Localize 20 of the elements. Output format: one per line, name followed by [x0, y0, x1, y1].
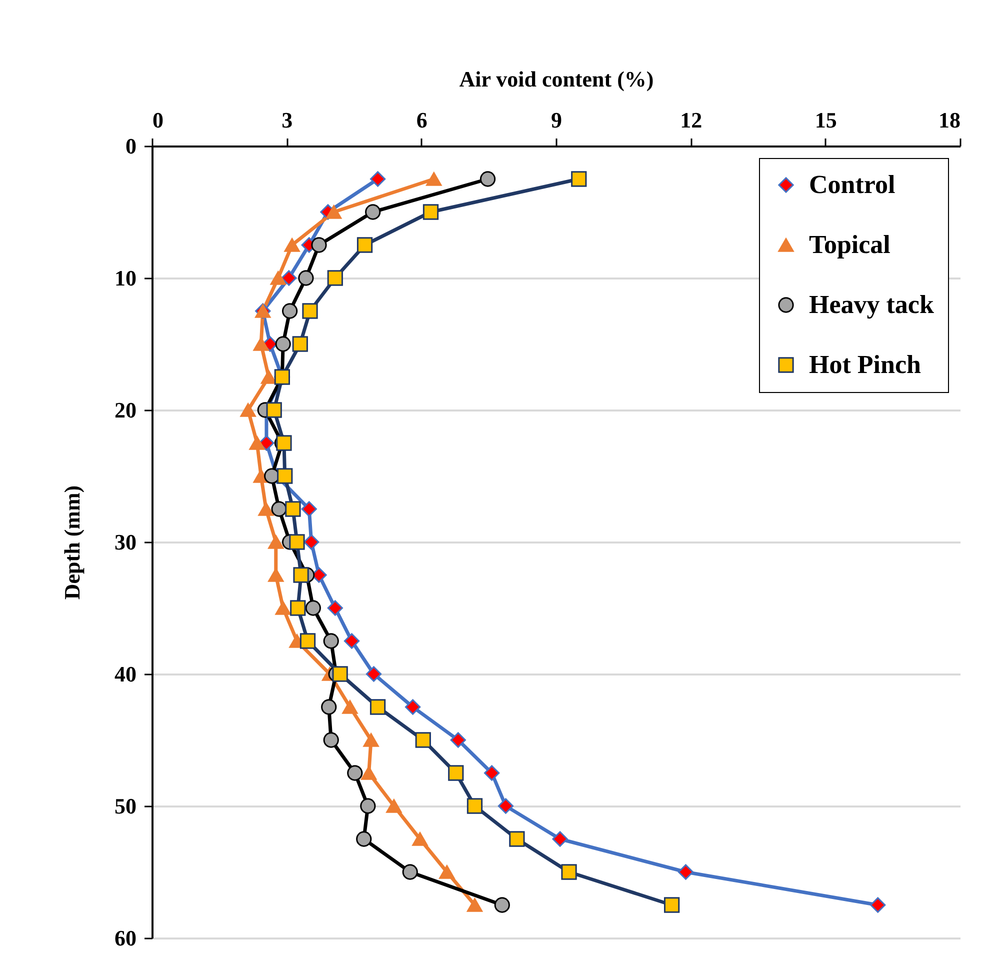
y-tick-label: 30 [114, 530, 136, 554]
y-tick-label: 10 [114, 266, 136, 290]
legend-label: Topical [809, 230, 890, 259]
y-tick-label: 20 [114, 398, 136, 422]
x-tick-label: 0 [152, 108, 164, 132]
y-axis-title: Depth (mm) [60, 485, 84, 600]
x-tick-label: 9 [551, 108, 562, 132]
x-tick-label: 6 [416, 108, 428, 132]
x-tick-label: 15 [814, 108, 837, 132]
x-axis-title: Air void content (%) [459, 66, 654, 92]
legend-label: Hot Pinch [809, 350, 922, 379]
y-tick-label: 0 [126, 134, 136, 158]
x-tick-label: 12 [680, 108, 702, 132]
legend-label: Heavy tack [809, 290, 934, 319]
y-tick-label: 50 [114, 794, 136, 818]
x-tick-label: 3 [282, 108, 293, 132]
y-tick-label: 40 [114, 662, 136, 686]
x-tick-label: 18 [938, 108, 960, 132]
legend-label: Control [809, 170, 896, 199]
y-tick-label: 60 [114, 926, 136, 950]
